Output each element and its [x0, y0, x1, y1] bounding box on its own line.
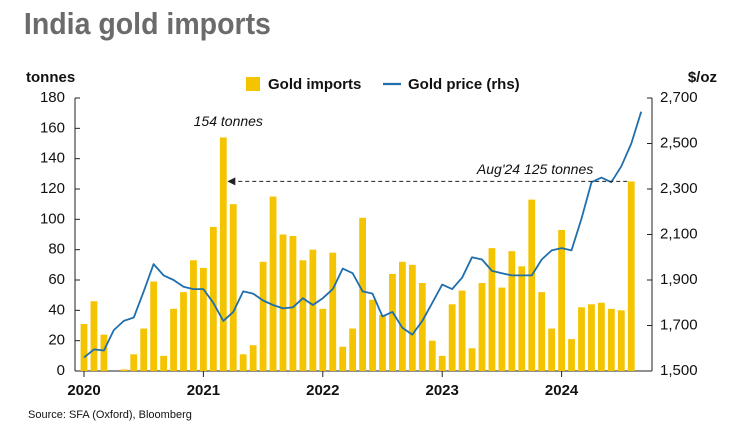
y2-axis-label: $/oz: [688, 69, 717, 86]
bar: [558, 229, 565, 371]
x-tick-label: 2023: [426, 382, 459, 399]
bar: [289, 236, 297, 371]
bar: [389, 273, 396, 371]
bar: [369, 299, 376, 371]
y2-tick-label: 2,500: [660, 134, 698, 151]
bar: [239, 354, 247, 371]
bar: [200, 267, 207, 371]
x-tick-label: 2022: [306, 382, 339, 399]
bar: [468, 348, 476, 371]
bar: [598, 302, 605, 371]
annotation: 154 tonnes: [194, 113, 263, 129]
y2-tick-label: 1,700: [660, 316, 698, 333]
bar: [498, 287, 506, 371]
bar: [428, 340, 436, 371]
bar: [379, 314, 386, 371]
bar: [548, 328, 556, 371]
bar: [80, 323, 88, 371]
bar: [319, 308, 327, 371]
bar: [478, 283, 486, 371]
bar: [528, 199, 536, 371]
y-tick-label: 40: [48, 301, 65, 318]
y-tick-label: 60: [48, 271, 65, 288]
x-tick-label: 2020: [67, 382, 100, 399]
bar: [508, 251, 516, 371]
legend-swatch: [246, 77, 260, 91]
bar: [359, 217, 366, 371]
bar: [140, 328, 148, 371]
annotation: Aug'24 125 tonnes: [476, 161, 593, 177]
y2-tick-label: 2,700: [660, 89, 698, 106]
y-tick-label: 80: [48, 241, 65, 258]
bar: [627, 181, 635, 371]
bar: [458, 290, 466, 371]
bar: [229, 204, 237, 371]
y-tick-label: 120: [40, 180, 65, 197]
bar: [219, 137, 227, 371]
chart-title: India gold imports: [24, 7, 271, 41]
bar: [617, 310, 625, 371]
y2-tick-label: 2,100: [660, 225, 698, 242]
bar: [418, 283, 426, 371]
source: Source: SFA (Oxford), Bloomberg: [28, 409, 192, 421]
bar: [339, 346, 347, 371]
y-tick-label: 140: [40, 150, 65, 167]
bar: [150, 281, 158, 371]
bar: [349, 328, 357, 371]
legend-label: Gold imports: [268, 76, 361, 93]
bar: [488, 248, 496, 371]
bar: [399, 261, 406, 371]
arrow-head: [227, 177, 236, 186]
y-tick-label: 100: [40, 210, 65, 227]
x-tick-label: 2021: [187, 382, 220, 399]
bar: [448, 304, 456, 371]
bar: [160, 355, 167, 371]
bar: [518, 266, 526, 371]
y2-tick-label: 2,300: [660, 180, 698, 197]
bar: [259, 261, 267, 371]
bar: [607, 308, 615, 371]
bar: [279, 234, 287, 371]
bar: [578, 307, 585, 371]
bar: [120, 369, 128, 371]
bar: [538, 292, 546, 371]
bar: [130, 354, 138, 371]
y2-tick-label: 1,900: [660, 271, 698, 288]
bar: [568, 339, 575, 371]
y-tick-label: 0: [57, 362, 65, 379]
bar: [329, 252, 337, 371]
bar: [190, 260, 197, 371]
bar: [180, 292, 187, 371]
bar: [309, 249, 317, 371]
legend-label: Gold price (rhs): [408, 76, 520, 93]
y2-tick-label: 1,500: [660, 362, 698, 379]
bar: [209, 226, 217, 371]
bar: [249, 345, 257, 371]
bar: [269, 196, 277, 371]
bar: [90, 301, 98, 371]
y-tick-label: 20: [48, 332, 65, 349]
price-line: [83, 111, 643, 359]
y-axis-label: tonnes: [26, 69, 75, 86]
bar: [100, 334, 108, 371]
y-tick-label: 160: [40, 119, 65, 136]
x-tick-label: 2024: [545, 382, 579, 399]
y-tick-label: 180: [40, 89, 65, 106]
bar: [408, 264, 416, 371]
bar: [299, 260, 307, 371]
bar: [588, 304, 595, 371]
bar: [170, 308, 177, 371]
bar: [438, 355, 446, 371]
